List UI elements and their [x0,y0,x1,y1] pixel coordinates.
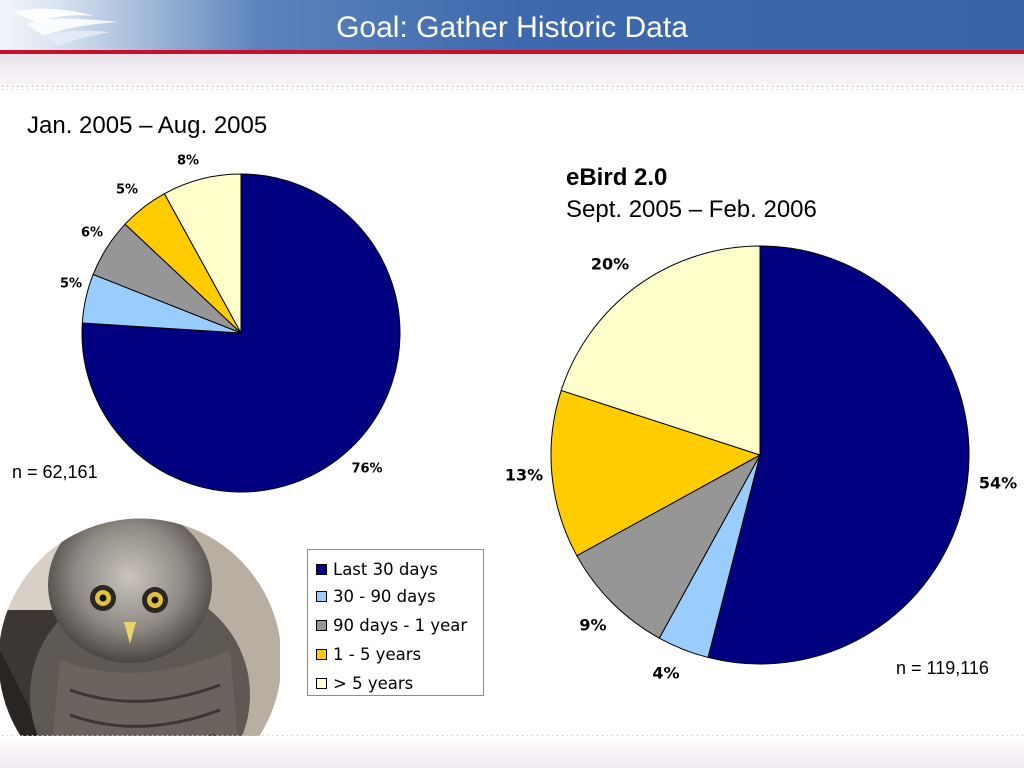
header-dot-pattern [0,84,1024,90]
legend-swatch-90-days-1-year [316,619,327,631]
pie2-slice-1-5-years [550,389,762,557]
pie2-label-30-90-days: 4% [652,663,680,683]
slide-header [0,0,1024,56]
chart2-subtitle: Sept. 2005 – Feb. 2006 [566,196,817,223]
pie2-slice-90-days-1-year [576,453,762,639]
legend-item-30-90-days: 30 - 90 days [316,585,436,607]
pie2-slice-last-30-days [707,245,970,665]
header-shade [0,54,1024,84]
pie1-label-30-90-days: 5% [59,276,83,292]
pie1-label-last-30-days: 76% [351,461,383,477]
pie-chart-1 [81,173,401,493]
chart1-sample-size: n = 62,161 [12,462,98,482]
pie1-slice-over-5-years [163,173,242,334]
pie1-label-90-days-1-year: 6% [80,225,104,241]
header-red-line [0,50,1024,54]
pie2-label-1-5-years: 13% [504,465,544,485]
legend-item-over-5-years: > 5 years [316,672,413,694]
bird-logo-icon [14,8,118,46]
pie1-label-1-5-years: 5% [115,182,139,198]
legend-label-last-30-days: Last 30 days [333,559,438,579]
legend-swatch-over-5-years [316,677,327,689]
chart2-sample-size: n = 119,116 [896,658,989,678]
legend-swatch-last-30-days [316,563,327,575]
pie2-label-last-30-days: 54% [978,473,1018,493]
legend-swatch-30-90-days [316,590,327,602]
pie2-label-90-days-1-year: 9% [579,615,607,635]
pie-chart-2 [550,245,970,665]
legend-item-1-5-years: 1 - 5 years [316,643,421,665]
chart-legend: Last 30 days 30 - 90 days 90 days - 1 ye… [307,549,484,696]
owl-photo [0,517,280,768]
footer-band [0,736,1024,768]
legend-item-last-30-days: Last 30 days [316,558,438,580]
legend-swatch-1-5-years [316,648,327,660]
pie2-slice-over-5-years [560,245,761,456]
legend-item-90-days-1-year: 90 days - 1 year [316,614,467,636]
chart1-title: Jan. 2005 – Aug. 2005 [27,112,268,139]
legend-label-1-5-years: 1 - 5 years [333,644,422,664]
legend-label-over-5-years: > 5 years [333,673,414,693]
chart2-title: eBird 2.0 [566,164,668,191]
pie1-label-over-5-years: 8% [176,153,200,169]
legend-label-90-days-1-year: 90 days - 1 year [333,615,468,635]
pie2-label-over-5-years: 20% [590,254,630,274]
legend-label-30-90-days: 30 - 90 days [333,586,436,606]
slide-title: Goal: Gather Historic Data [336,11,688,44]
